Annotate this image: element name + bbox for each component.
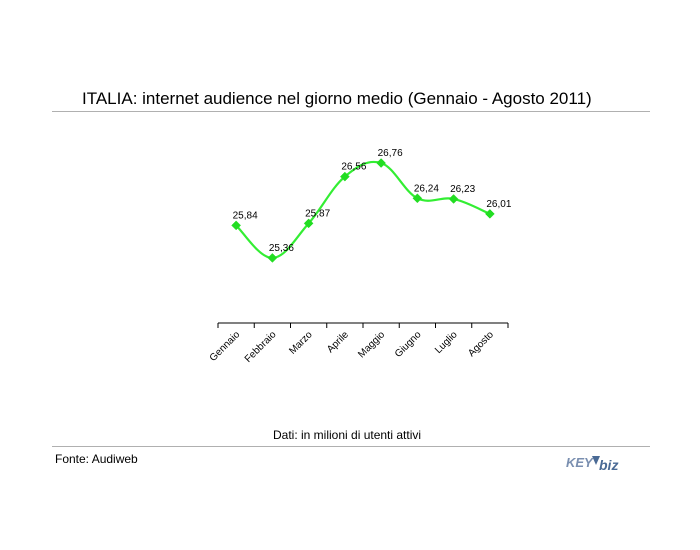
chart-title: ITALIA: internet audience nel giorno med… (82, 89, 592, 108)
x-tick-label: Agosto (466, 329, 496, 359)
data-point-marker (303, 218, 314, 229)
data-point-marker (412, 193, 423, 204)
x-tick-label: Maggio (356, 329, 387, 360)
data-label: 25,36 (269, 243, 294, 254)
data-label: 26,24 (414, 183, 439, 194)
data-label: 25,87 (305, 208, 330, 219)
data-label: 26,23 (450, 184, 475, 195)
data-label: 26,76 (378, 148, 403, 159)
data-point-marker (485, 209, 495, 219)
logo-biz-text: biz (599, 457, 618, 473)
x-tick-label: Luglio (433, 329, 460, 356)
x-tick-label: Febbraio (243, 329, 279, 365)
source-label: Fonte: Audiweb (55, 452, 138, 466)
x-tick-label: Gennaio (208, 329, 243, 364)
data-point-marker (267, 253, 278, 263)
units-note: Dati: in milioni di utenti attivi (273, 428, 422, 442)
title-divider (52, 111, 650, 112)
data-label: 26,01 (486, 199, 511, 210)
key4biz-logo: KEY biz (566, 455, 618, 473)
data-point-marker (340, 171, 350, 182)
data-label: 26,56 (341, 162, 366, 173)
data-point-marker (376, 158, 386, 168)
footer-divider (52, 446, 650, 447)
logo-key-text: KEY (566, 455, 594, 470)
logo-arrow-icon (592, 456, 600, 465)
x-tick-label: Marzo (287, 329, 315, 357)
data-point-marker (231, 220, 241, 231)
data-point-marker (448, 194, 459, 204)
x-tick-label: Giugno (393, 329, 424, 360)
x-tick-label: Aprile (325, 329, 351, 355)
data-label: 25,84 (233, 210, 258, 221)
